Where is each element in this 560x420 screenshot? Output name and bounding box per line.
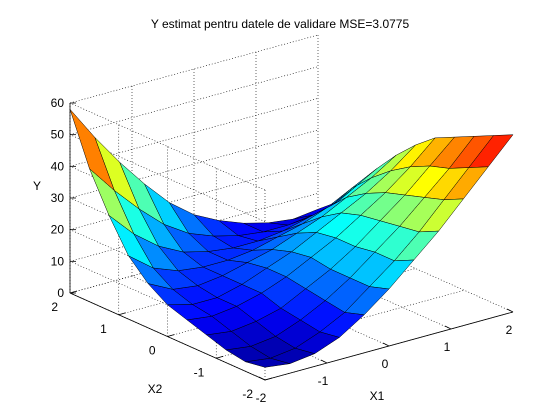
z-tick-label: 30 [51, 191, 65, 205]
z-tick-label: 60 [51, 96, 65, 110]
y-tick-label: -1 [194, 365, 205, 379]
floor-grid-y-3 [118, 246, 367, 316]
back-wall-grid-z-1 [69, 193, 319, 262]
back-wall-grid-z-0 [69, 224, 319, 294]
x-tick-label: 2 [506, 323, 513, 337]
x-tick-mark [258, 376, 266, 381]
x-tick-mark [506, 308, 514, 313]
y-axis-label: X2 [148, 382, 163, 396]
z-axis-label: Y [33, 179, 41, 193]
y-tick-label: 1 [100, 322, 107, 336]
z-tick-label: 0 [57, 286, 64, 300]
y-tick-mark [264, 377, 273, 381]
chart-title: Y estimat pentru datele de validare MSE=… [151, 17, 410, 31]
side-wall-grid-z-1 [69, 261, 266, 349]
z-tick-label: 10 [51, 254, 65, 268]
z-tick-label: 40 [51, 159, 65, 173]
side-wall-grid-z-2 [69, 229, 266, 317]
side-wall-grid-z-6 [69, 102, 266, 191]
x-axis-label: X1 [370, 389, 385, 403]
x-tick-label: 0 [382, 357, 389, 371]
x-tick-label: -1 [318, 374, 329, 388]
y-tick-label: 2 [51, 300, 58, 314]
y-tick-label: 0 [149, 344, 156, 358]
y-tick-mark [118, 312, 126, 316]
back-wall-grid-z-5 [69, 66, 319, 135]
surface-patch [69, 109, 115, 191]
back-wall-grid-z-6 [69, 34, 319, 104]
x-tick-mark [444, 325, 452, 330]
x-tick-mark [320, 359, 328, 364]
axes [69, 102, 514, 381]
y-tick-mark [216, 355, 224, 359]
side-wall-grid-z-3 [69, 197, 266, 286]
z-tick-label: 20 [51, 223, 65, 237]
x-tick-mark [382, 342, 390, 347]
surface [69, 109, 514, 368]
x-tick-label: 1 [444, 340, 451, 354]
y-tick-mark [167, 334, 175, 337]
y-tick-label: -2 [242, 387, 253, 401]
z-tick-label: 50 [51, 128, 65, 142]
x-tick-label: -2 [256, 391, 267, 405]
